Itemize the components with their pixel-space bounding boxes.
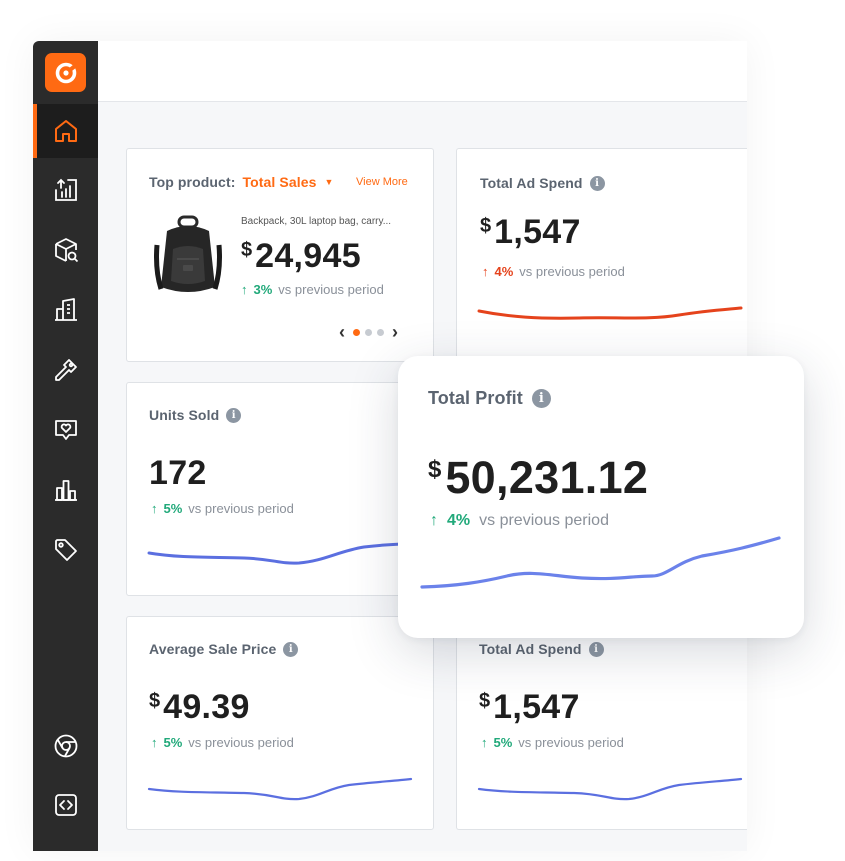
units-sold-change: ↑ 5% vs previous period bbox=[151, 501, 294, 516]
arrow-up-icon: ↑ bbox=[482, 264, 489, 279]
avg-sale-price-title: Average Sale Price i bbox=[149, 641, 299, 657]
total-profit-change: ↑ 4% vs previous period bbox=[430, 512, 609, 529]
carousel-dot[interactable] bbox=[377, 329, 384, 336]
info-icon[interactable]: i bbox=[589, 175, 605, 191]
ad-spend-card-top: Total Ad Spend i $ 1,547 ↑ 4% vs previou… bbox=[456, 148, 747, 362]
view-more-link[interactable]: View More bbox=[356, 176, 408, 188]
top-product-change: ↑ 3% vs previous period bbox=[241, 282, 384, 297]
product-name: Backpack, 30L laptop bag, carry... bbox=[241, 216, 392, 227]
sidebar-item-inventory[interactable] bbox=[33, 283, 98, 337]
sidebar-item-chrome-extension[interactable] bbox=[33, 719, 98, 773]
metric-dropdown-label: Total Sales bbox=[242, 174, 317, 190]
ad-spend-value: $ 1,547 bbox=[480, 213, 581, 251]
arrow-up-icon: ↑ bbox=[481, 735, 488, 750]
top-product-label: Top product: bbox=[149, 174, 236, 190]
buildings-icon bbox=[54, 298, 77, 321]
ad-spend-bottom-value: $ 1,547 bbox=[479, 688, 580, 726]
sidebar-item-home[interactable] bbox=[33, 104, 98, 158]
units-sold-trend-line bbox=[147, 541, 421, 565]
avg-sale-price-trend-line bbox=[147, 777, 413, 801]
product-image bbox=[154, 215, 222, 292]
ad-spend-card-bottom: Total Ad Spend i $ 1,547 ↑ 5% vs previou… bbox=[456, 616, 747, 830]
app-logo[interactable] bbox=[45, 53, 86, 92]
total-profit-value: $ 50,231.12 bbox=[428, 452, 649, 503]
heart-chat-icon bbox=[54, 420, 77, 440]
product-carousel: ‹ › bbox=[339, 322, 398, 343]
ad-spend-bottom-title: Total Ad Spend i bbox=[479, 641, 604, 657]
units-sold-value: 172 bbox=[149, 454, 207, 492]
ad-spend-title: Total Ad Spend i bbox=[480, 175, 605, 191]
top-product-value: $ 24,945 bbox=[241, 237, 361, 275]
avg-sale-price-card: Average Sale Price i $ 49.39 ↑ 5% vs pre… bbox=[126, 616, 434, 830]
avg-sale-price-value: $ 49.39 bbox=[149, 688, 250, 726]
sidebar-item-developer[interactable] bbox=[33, 778, 98, 832]
chrome-icon bbox=[54, 734, 77, 758]
sidebar-item-keywords[interactable] bbox=[33, 343, 98, 397]
sidebar-item-reviews[interactable] bbox=[33, 403, 98, 457]
code-icon bbox=[54, 794, 77, 816]
sidebar-item-tags[interactable] bbox=[33, 523, 98, 577]
total-profit-title: Total Profit i bbox=[428, 388, 551, 409]
carousel-prev-button[interactable]: ‹ bbox=[339, 322, 345, 342]
ad-spend-change: ↑ 4% vs previous period bbox=[482, 264, 625, 279]
info-icon[interactable]: i bbox=[283, 641, 299, 657]
chart-upload-icon bbox=[54, 178, 77, 201]
arrow-up-icon: ↑ bbox=[430, 512, 438, 529]
sidebar-item-reports[interactable] bbox=[33, 163, 98, 217]
top-bar bbox=[98, 41, 747, 102]
avg-sale-price-change: ↑ 5% vs previous period bbox=[151, 735, 294, 750]
sidebar-item-analytics[interactable] bbox=[33, 463, 98, 517]
carousel-dot[interactable] bbox=[365, 329, 372, 336]
sidebar bbox=[33, 41, 98, 851]
logo-icon bbox=[55, 62, 76, 83]
app-window: Top product: Total Sales ▼ View More Bac… bbox=[33, 41, 747, 851]
top-product-card: Top product: Total Sales ▼ View More Bac… bbox=[126, 148, 434, 362]
metric-dropdown[interactable]: Total Sales ▼ bbox=[242, 174, 333, 190]
info-icon[interactable]: i bbox=[531, 389, 551, 408]
units-sold-title: Units Sold i bbox=[149, 407, 242, 423]
tag-icon bbox=[54, 539, 77, 561]
bar-chart-icon bbox=[54, 480, 77, 501]
total-profit-card: Total Profit i $ 50,231.12 ↑ 4% vs previ… bbox=[398, 356, 804, 638]
total-profit-trend-line bbox=[420, 536, 781, 589]
carousel-next-button[interactable]: › bbox=[392, 322, 398, 342]
box-search-icon bbox=[54, 238, 78, 263]
ad-spend-bottom-trend-line bbox=[477, 777, 743, 801]
top-product-header: Top product: Total Sales ▼ bbox=[149, 174, 333, 190]
carousel-dot[interactable] bbox=[353, 329, 360, 336]
home-icon bbox=[54, 120, 77, 142]
arrow-up-icon: ↑ bbox=[151, 735, 158, 750]
sidebar-item-product-research[interactable] bbox=[33, 223, 98, 277]
caret-down-icon: ▼ bbox=[324, 177, 334, 187]
info-icon[interactable]: i bbox=[588, 641, 604, 657]
arrow-up-icon: ↑ bbox=[241, 282, 248, 297]
units-sold-card: Units Sold i 172 ↑ 5% vs previous period bbox=[126, 382, 434, 596]
ad-spend-bottom-change: ↑ 5% vs previous period bbox=[481, 735, 624, 750]
ad-spend-trend-line bbox=[477, 306, 743, 320]
key-icon bbox=[54, 359, 77, 381]
info-icon[interactable]: i bbox=[226, 407, 242, 423]
arrow-up-icon: ↑ bbox=[151, 501, 158, 516]
